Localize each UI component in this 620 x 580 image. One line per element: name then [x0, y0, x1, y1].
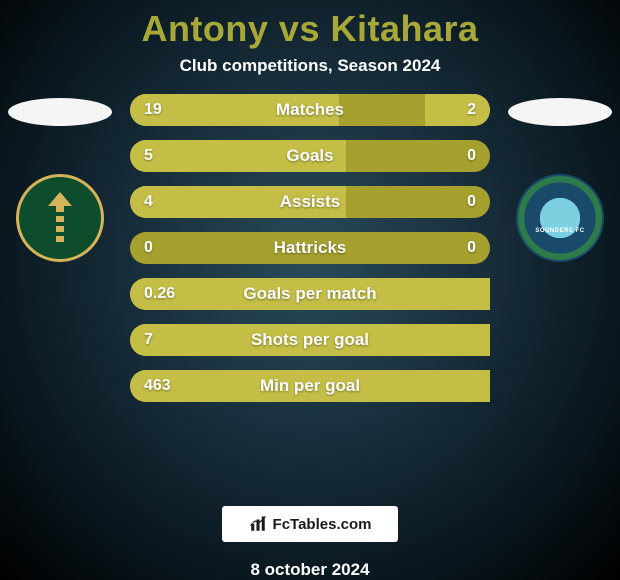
stat-label: Goals per match	[130, 284, 490, 304]
stat-label: Matches	[130, 100, 490, 120]
stat-bar: 0Hattricks0	[130, 232, 490, 264]
player-silhouette-head-icon	[508, 98, 612, 126]
stat-value-right: 0	[467, 147, 476, 165]
content-row: 19Matches25Goals04Assists00Hattricks00.2…	[0, 94, 620, 482]
stat-label: Shots per goal	[130, 330, 490, 350]
stat-label: Min per goal	[130, 376, 490, 396]
date-text: 8 october 2024	[250, 560, 369, 580]
site-badge-text: FcTables.com	[273, 516, 372, 533]
stat-bar: 463Min per goal	[130, 370, 490, 402]
stat-bar: 7Shots per goal	[130, 324, 490, 356]
player-right-column	[500, 94, 620, 262]
stats-list: 19Matches25Goals04Assists00Hattricks00.2…	[130, 94, 490, 402]
stat-label: Hattricks	[130, 238, 490, 258]
stat-label: Assists	[130, 192, 490, 212]
chart-icon	[249, 515, 267, 533]
page-title: Antony vs Kitahara	[141, 8, 478, 50]
stat-label: Goals	[130, 146, 490, 166]
stat-bar: 19Matches2	[130, 94, 490, 126]
stat-value-right: 0	[467, 239, 476, 257]
page-subtitle: Club competitions, Season 2024	[180, 56, 441, 76]
site-badge[interactable]: FcTables.com	[222, 506, 398, 542]
team-logo-left	[16, 174, 104, 262]
stat-value-right: 2	[467, 101, 476, 119]
root: Antony vs Kitahara Club competitions, Se…	[0, 0, 620, 580]
stat-value-right: 0	[467, 193, 476, 211]
team-logo-right	[516, 174, 604, 262]
stat-bar: 4Assists0	[130, 186, 490, 218]
player-left-column	[0, 94, 120, 262]
stat-bar: 0.26Goals per match	[130, 278, 490, 310]
player-silhouette-head-icon	[8, 98, 112, 126]
stat-bar: 5Goals0	[130, 140, 490, 172]
